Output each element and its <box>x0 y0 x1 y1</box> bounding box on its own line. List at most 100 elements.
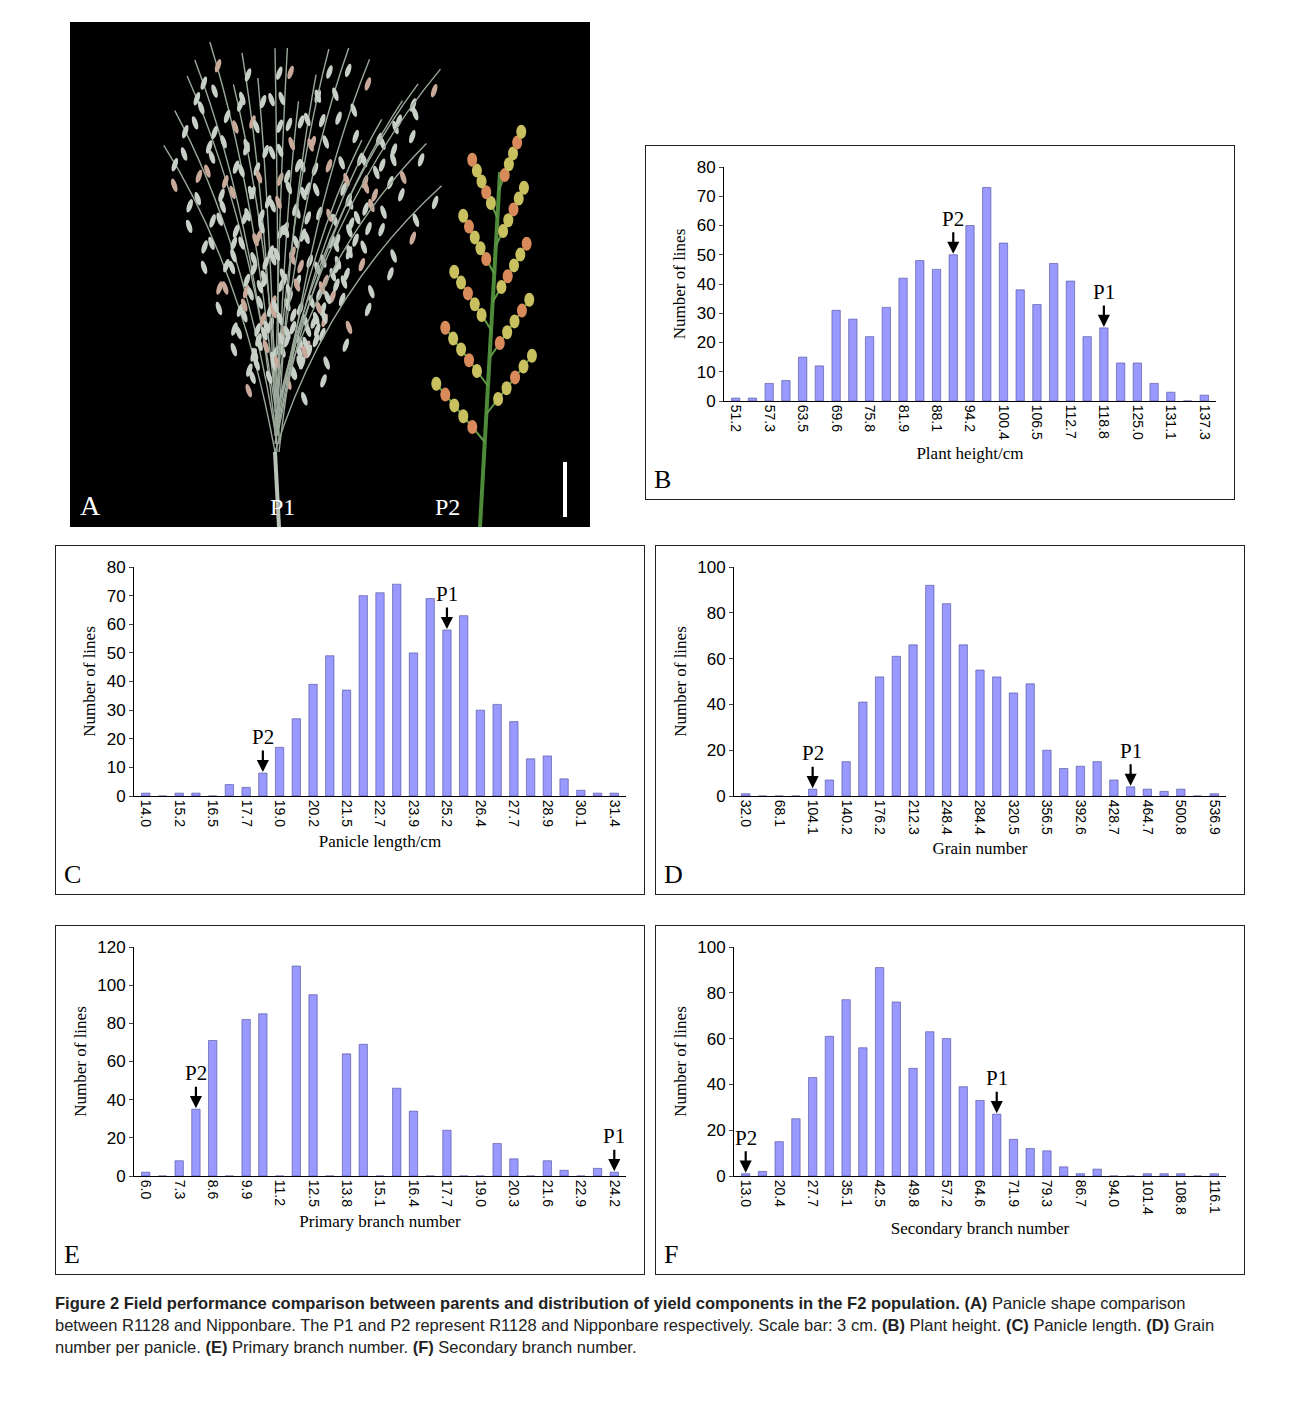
svg-text:80: 80 <box>707 604 726 623</box>
svg-text:80: 80 <box>707 984 726 1003</box>
svg-text:49.8: 49.8 <box>906 1180 922 1207</box>
svg-text:30: 30 <box>107 701 126 720</box>
svg-text:70: 70 <box>107 587 126 606</box>
svg-text:21.5: 21.5 <box>339 800 355 827</box>
svg-text:10: 10 <box>107 758 126 777</box>
svg-text:22.7: 22.7 <box>372 800 388 827</box>
svg-text:P2: P2 <box>735 1126 757 1150</box>
svg-text:101.4: 101.4 <box>1140 1180 1156 1215</box>
svg-text:P2: P2 <box>252 725 274 749</box>
svg-text:30: 30 <box>697 304 716 323</box>
svg-text:13.8: 13.8 <box>339 1180 355 1207</box>
svg-text:118.8: 118.8 <box>1096 405 1112 439</box>
svg-text:60: 60 <box>107 615 126 634</box>
svg-text:100.4: 100.4 <box>996 405 1012 440</box>
svg-text:40: 40 <box>107 1091 126 1110</box>
svg-text:125.0: 125.0 <box>1130 405 1146 440</box>
svg-text:35.1: 35.1 <box>839 1180 855 1207</box>
svg-text:P1: P1 <box>436 582 458 606</box>
svg-text:17.7: 17.7 <box>439 1180 455 1207</box>
svg-text:50: 50 <box>697 246 716 265</box>
svg-text:P1: P1 <box>603 1124 625 1148</box>
svg-text:137.3: 137.3 <box>1197 405 1213 440</box>
svg-text:20.3: 20.3 <box>506 1180 522 1207</box>
svg-text:69.6: 69.6 <box>829 405 845 432</box>
svg-text:27.7: 27.7 <box>805 1180 821 1207</box>
svg-text:51.2: 51.2 <box>728 405 744 432</box>
svg-text:32.0: 32.0 <box>738 800 754 827</box>
svg-text:20: 20 <box>707 741 726 760</box>
svg-text:28.9: 28.9 <box>540 800 556 827</box>
svg-text:Grain number: Grain number <box>933 839 1028 858</box>
svg-text:25.2: 25.2 <box>439 800 455 827</box>
svg-text:30.1: 30.1 <box>573 800 589 827</box>
svg-text:15.2: 15.2 <box>172 800 188 827</box>
svg-text:Number of lines: Number of lines <box>671 626 690 736</box>
svg-text:212.3: 212.3 <box>906 800 922 835</box>
svg-text:100: 100 <box>697 558 725 577</box>
svg-text:464.7: 464.7 <box>1140 800 1156 835</box>
svg-text:100: 100 <box>697 938 725 957</box>
svg-text:64.6: 64.6 <box>972 1180 988 1207</box>
svg-text:140.2: 140.2 <box>839 800 855 835</box>
svg-text:0: 0 <box>716 1167 725 1186</box>
svg-text:71.9: 71.9 <box>1006 1180 1022 1207</box>
svg-text:86.7: 86.7 <box>1073 1180 1089 1207</box>
svg-text:13.0: 13.0 <box>738 1180 754 1207</box>
svg-text:176.2: 176.2 <box>872 800 888 835</box>
svg-text:70: 70 <box>697 187 716 206</box>
svg-text:94.0: 94.0 <box>1106 1180 1122 1207</box>
svg-text:P2: P2 <box>942 207 964 231</box>
svg-text:100: 100 <box>97 976 125 995</box>
svg-text:0: 0 <box>706 392 715 411</box>
svg-text:80: 80 <box>697 158 716 177</box>
svg-text:94.2: 94.2 <box>962 405 978 432</box>
svg-text:P1: P1 <box>1120 739 1142 763</box>
svg-text:16.4: 16.4 <box>406 1180 422 1207</box>
svg-text:500.8: 500.8 <box>1173 800 1189 835</box>
svg-text:40: 40 <box>707 1075 726 1094</box>
svg-text:60: 60 <box>707 1030 726 1049</box>
svg-text:19.0: 19.0 <box>473 1180 489 1207</box>
svg-text:60: 60 <box>697 216 716 235</box>
svg-text:6.0: 6.0 <box>138 1180 154 1200</box>
svg-text:356.5: 356.5 <box>1039 800 1055 835</box>
svg-text:16.5: 16.5 <box>205 800 221 827</box>
svg-text:Plant height/cm: Plant height/cm <box>916 444 1023 463</box>
svg-text:68.1: 68.1 <box>772 800 788 827</box>
svg-text:120: 120 <box>97 938 125 957</box>
svg-text:108.8: 108.8 <box>1173 1180 1189 1215</box>
svg-text:40: 40 <box>707 695 726 714</box>
svg-text:284.4: 284.4 <box>972 800 988 835</box>
svg-text:79.3: 79.3 <box>1039 1180 1055 1207</box>
svg-text:20.4: 20.4 <box>772 1180 788 1207</box>
svg-text:428.7: 428.7 <box>1106 800 1122 835</box>
svg-text:A: A <box>80 490 101 521</box>
svg-text:7.3: 7.3 <box>172 1180 188 1200</box>
svg-text:112.7: 112.7 <box>1063 405 1079 439</box>
svg-text:104.1: 104.1 <box>805 800 821 835</box>
svg-text:Panicle length/cm: Panicle length/cm <box>319 832 441 851</box>
svg-text:24.2: 24.2 <box>607 1180 623 1207</box>
svg-text:106.5: 106.5 <box>1029 405 1045 440</box>
svg-text:P1: P1 <box>270 494 295 520</box>
svg-text:57.3: 57.3 <box>762 405 778 432</box>
svg-text:20: 20 <box>107 1129 126 1148</box>
svg-text:50: 50 <box>107 644 126 663</box>
svg-text:75.8: 75.8 <box>862 405 878 432</box>
svg-text:20: 20 <box>707 1121 726 1140</box>
svg-text:23.9: 23.9 <box>406 800 422 827</box>
svg-text:Primary branch number: Primary branch number <box>299 1212 461 1231</box>
svg-text:Number of lines: Number of lines <box>80 626 99 736</box>
svg-text:8.6: 8.6 <box>205 1180 221 1200</box>
svg-text:20: 20 <box>107 730 126 749</box>
svg-text:P2: P2 <box>435 494 460 520</box>
svg-text:42.5: 42.5 <box>872 1180 888 1207</box>
svg-text:20: 20 <box>697 333 716 352</box>
svg-text:57.2: 57.2 <box>939 1180 955 1207</box>
svg-text:P2: P2 <box>185 1061 207 1085</box>
svg-text:0: 0 <box>716 787 725 806</box>
svg-text:40: 40 <box>697 275 716 294</box>
svg-text:12.5: 12.5 <box>306 1180 322 1207</box>
svg-text:0: 0 <box>116 1167 125 1186</box>
